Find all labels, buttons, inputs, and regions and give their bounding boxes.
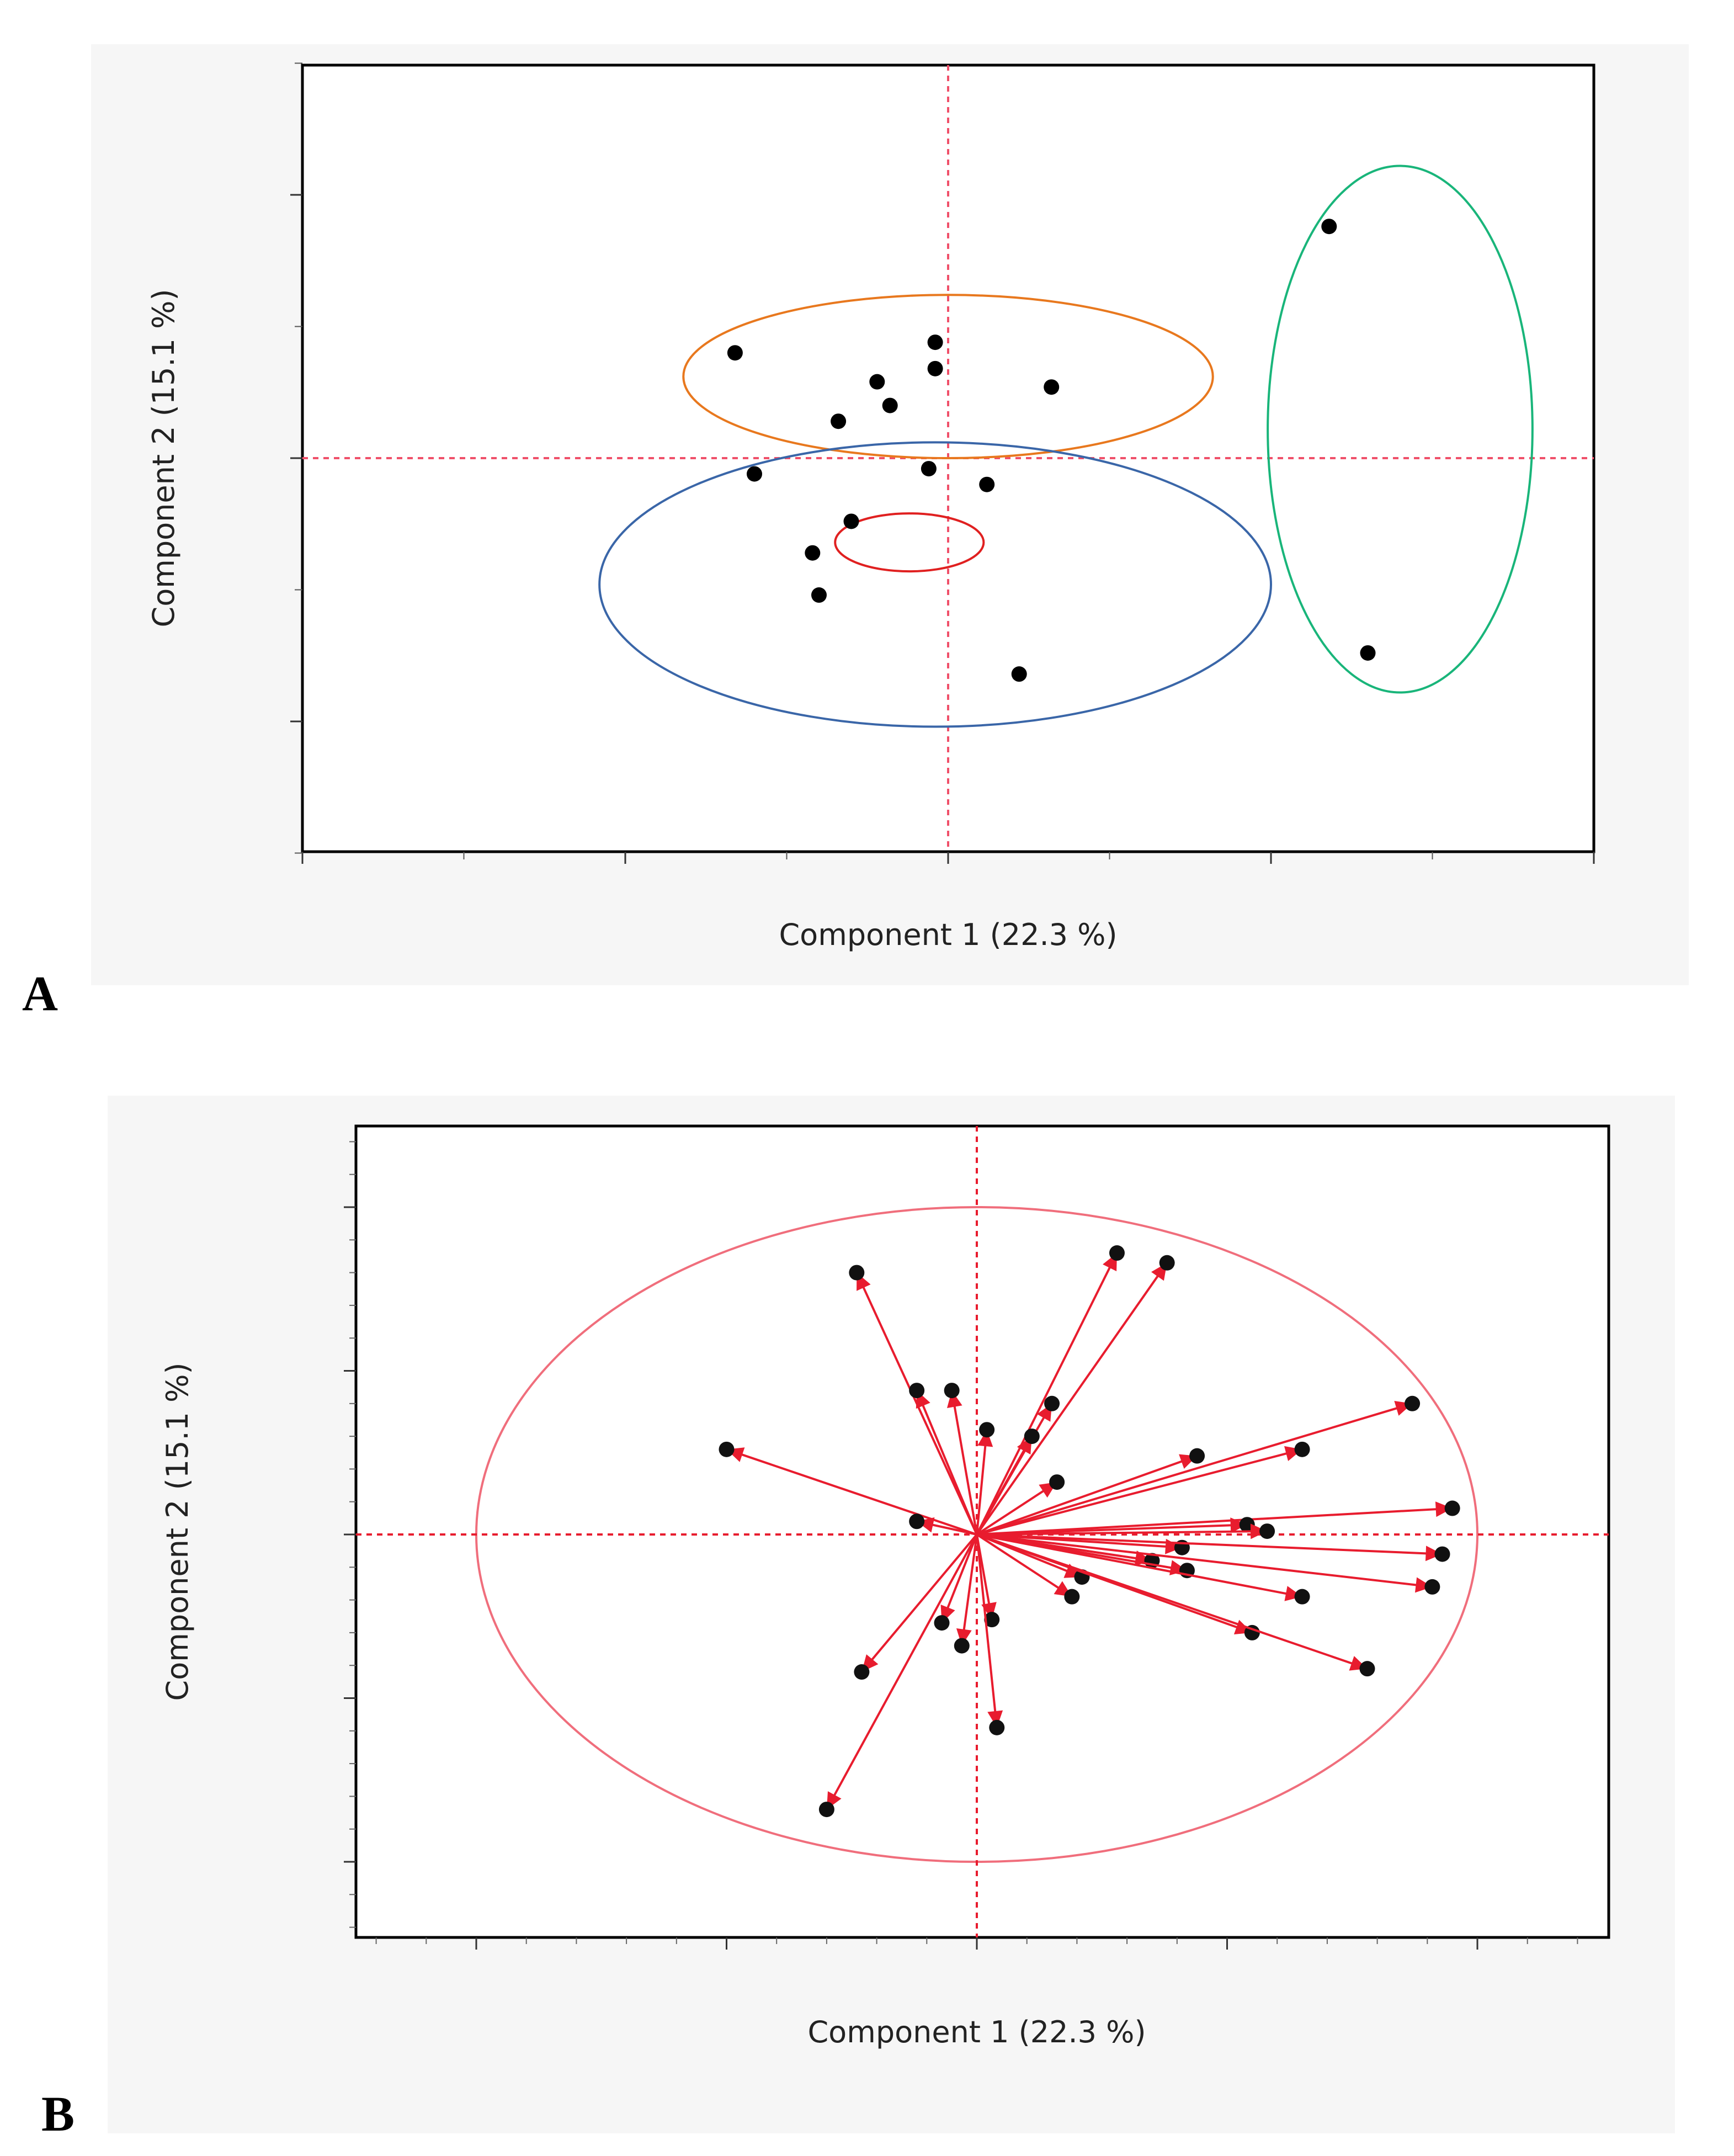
panel-b-loading-vector bbox=[976, 1454, 1198, 1536]
panel-a-cluster-ellipse bbox=[598, 441, 1272, 728]
panel-b-vector-tip bbox=[934, 1615, 950, 1631]
panel-b-loading-vector bbox=[976, 1448, 1303, 1536]
panel-b-vector-arrowhead bbox=[1250, 1523, 1268, 1539]
panel-b-letter: B bbox=[41, 2087, 75, 2142]
panel-b-loading-vector bbox=[950, 1390, 978, 1535]
panel-a-point bbox=[921, 461, 937, 477]
panel-b-vector-arrowhead bbox=[1230, 1517, 1247, 1533]
panel-b-loading-vector bbox=[976, 1523, 1247, 1536]
panel-b-loading-vector bbox=[976, 1533, 1368, 1670]
panel-b-loading-vector bbox=[860, 1533, 978, 1673]
panel-b-loading-vector bbox=[976, 1533, 1443, 1555]
panel-b-vector-tip bbox=[989, 1719, 1005, 1735]
panel-b-vector-tip bbox=[1434, 1546, 1450, 1562]
panel-a-point bbox=[831, 413, 847, 429]
panel-a-point bbox=[843, 513, 859, 529]
panel-b-vector-tip bbox=[854, 1664, 870, 1680]
panel-a-point bbox=[1360, 645, 1376, 661]
panel-b-vector-tip bbox=[1109, 1245, 1125, 1261]
panel-a-point bbox=[811, 587, 827, 603]
panel-b-vector-tip bbox=[1189, 1448, 1205, 1464]
panel-b-loading-vector bbox=[976, 1436, 1033, 1535]
panel-b-y-axis-label: Component 2 (15.1 %) bbox=[160, 1362, 195, 1701]
panel-a-chart: Component 1 (22.3 %) Component 2 (15.1 %… bbox=[22, 44, 1689, 1021]
panel-b-loading-vector bbox=[726, 1448, 977, 1536]
panel-b-vector-arrowhead bbox=[956, 1628, 972, 1646]
panel-b-vector-tip bbox=[719, 1441, 735, 1457]
panel-a-point bbox=[979, 476, 995, 492]
panel-a-point bbox=[727, 345, 743, 361]
panel-b-vector-tip bbox=[1044, 1395, 1060, 1411]
panel-a-point bbox=[747, 466, 762, 482]
panel-b-loading-vector bbox=[916, 1390, 978, 1535]
panel-b-vector-arrowhead bbox=[1425, 1546, 1443, 1562]
panel-b-vector-arrowhead bbox=[1435, 1501, 1453, 1517]
panel-a-point bbox=[1321, 219, 1337, 235]
panel-a-cluster-ellipse bbox=[834, 512, 985, 573]
panel-b-vector-tip bbox=[1259, 1523, 1275, 1539]
panel-b-loading-vector bbox=[976, 1533, 1433, 1588]
panel-a-point bbox=[882, 397, 898, 413]
panel-b-vector-arrowhead bbox=[1414, 1577, 1433, 1593]
panel-a-cluster-ellipse bbox=[1267, 164, 1534, 694]
panel-a-point bbox=[927, 360, 943, 376]
panel-b-vector-tip bbox=[1159, 1255, 1175, 1271]
panel-a-y-axis-label: Component 2 (15.1 %) bbox=[146, 289, 181, 627]
panel-b-loading-vector bbox=[976, 1402, 1413, 1536]
panel-b-vector-tip bbox=[1444, 1500, 1460, 1516]
panel-b-vector-tip bbox=[984, 1612, 1000, 1628]
panel-a-cluster-ellipse bbox=[682, 294, 1214, 459]
panel-b-vector-tip bbox=[1049, 1474, 1065, 1490]
panel-a-point bbox=[1011, 666, 1027, 682]
panel-b-loading-vector bbox=[976, 1252, 1118, 1535]
panel-b-vector-tip bbox=[954, 1638, 970, 1654]
panel-a-letter: A bbox=[22, 967, 58, 1021]
panel-a-x-axis-label: Component 1 (22.3 %) bbox=[779, 917, 1117, 952]
panel-b-vector-arrowhead bbox=[977, 1430, 993, 1447]
panel-b-vector-tip bbox=[944, 1383, 960, 1399]
panel-b-loading-vector bbox=[976, 1430, 988, 1535]
panel-b-vector-tip bbox=[1064, 1589, 1080, 1605]
panel-b-loading-vector bbox=[976, 1530, 1268, 1536]
panel-b-chart: Component 1 (22.3 %) Component 2 (15.1 %… bbox=[41, 1096, 1675, 2142]
panel-b-loading-vector bbox=[976, 1262, 1168, 1536]
panel-a-point bbox=[1044, 379, 1060, 395]
panel-b-vector-tip bbox=[1424, 1579, 1440, 1595]
panel-b-loading-vector bbox=[976, 1533, 1073, 1598]
panel-b-vector-tip bbox=[909, 1514, 925, 1530]
panel-b-x-axis-label: Component 1 (22.3 %) bbox=[807, 2015, 1146, 2049]
panel-b-loading-vector bbox=[826, 1534, 978, 1810]
panel-b-vector-tip bbox=[1294, 1441, 1310, 1457]
panel-b-vector-tip bbox=[1359, 1661, 1375, 1677]
panel-b-vector-tip bbox=[849, 1265, 865, 1281]
panel-b-loading-vector bbox=[976, 1534, 998, 1728]
panel-b-vector-tip bbox=[1024, 1429, 1040, 1445]
panel-b-vector-tip bbox=[1294, 1589, 1310, 1605]
panel-a-point bbox=[927, 334, 943, 351]
panel-a-point bbox=[869, 374, 885, 390]
panel-b-vector-tip bbox=[1405, 1395, 1421, 1411]
panel-b-vector-arrowhead bbox=[987, 1710, 1003, 1728]
panel-b-loading-vector bbox=[976, 1533, 1302, 1598]
panel-a-point bbox=[805, 545, 821, 561]
panel-b-vector-tip bbox=[909, 1383, 925, 1399]
panel-b-vector-tip bbox=[979, 1422, 995, 1438]
panel-b-loading-vector bbox=[960, 1534, 978, 1646]
panel-b-loading-vector bbox=[976, 1507, 1453, 1536]
panel-b-vector-tip bbox=[818, 1802, 834, 1818]
